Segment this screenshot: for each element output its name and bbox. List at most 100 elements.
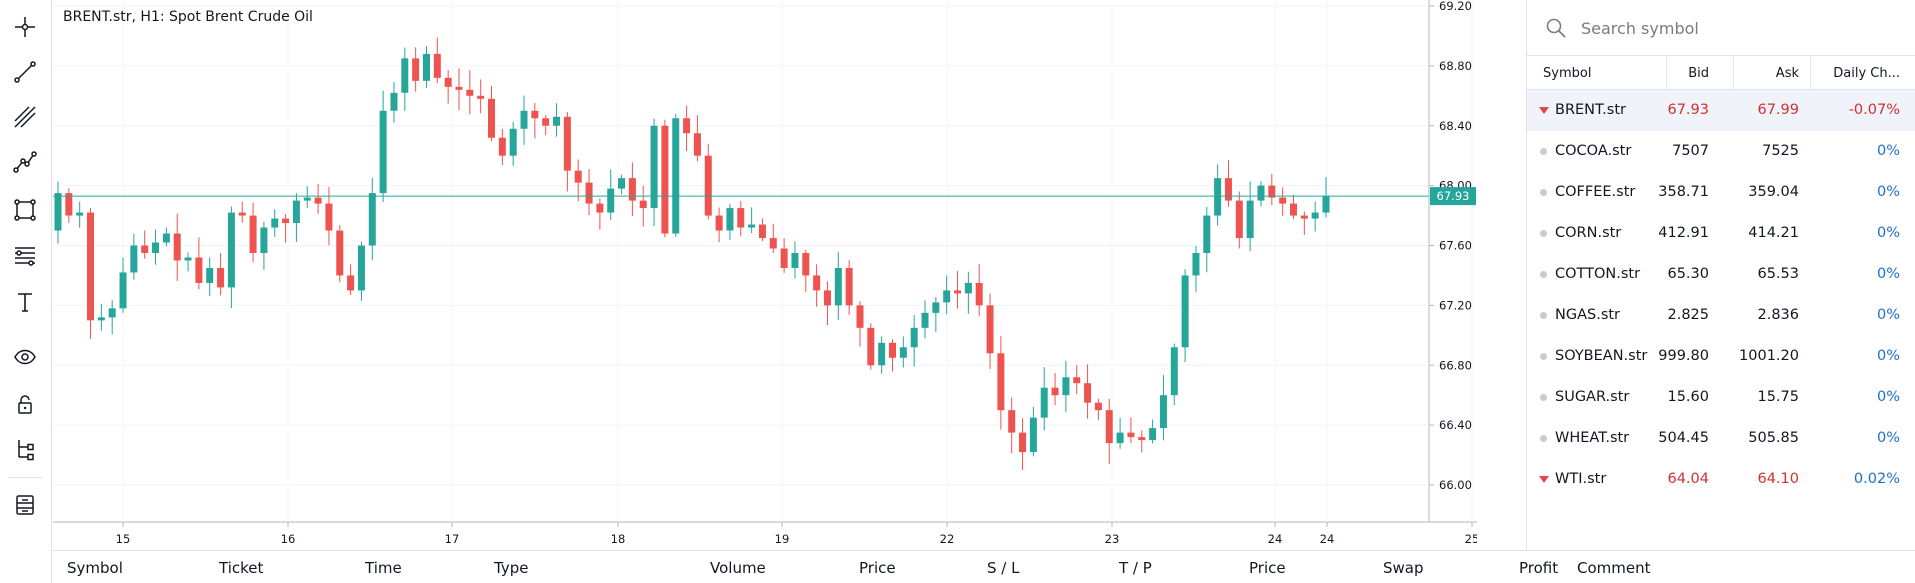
price-chart[interactable]: 69.20 68.80 68.40 68.00 67.60 67.20 66.80 66.40… [53,0,1477,550]
trend-flat-icon [1540,394,1547,401]
fib-levels-icon[interactable] [8,238,42,272]
trend-down-icon [1539,476,1549,483]
col-price[interactable]: Price [859,559,896,577]
watchlist-row[interactable]: WHEAT.str 504.45 505.85 0% [1527,418,1915,459]
layers-icon[interactable] [8,488,42,522]
candle [921,300,929,339]
candle [195,237,203,290]
col-swap[interactable]: Swap [1383,559,1424,577]
lock-icon[interactable] [8,387,42,421]
watchlist-row[interactable]: CORN.str 412.91 414.21 0% [1527,213,1915,254]
y-tick-label: 66.40 [1439,418,1472,432]
watchlist-row[interactable]: BRENT.str 67.93 67.99 -0.07% [1527,90,1915,131]
candle [574,159,582,202]
y-tick-label: 68.40 [1439,119,1472,133]
search-input[interactable] [1581,14,1881,42]
candle [206,257,214,296]
candle [1084,364,1092,419]
row-symbol: BRENT.str [1555,102,1626,118]
watchlist-row[interactable]: NGAS.str 2.825 2.836 0% [1527,295,1915,336]
header-symbol[interactable]: Symbol [1543,66,1592,81]
eye-icon[interactable] [8,340,42,374]
row-symbol: WTI.str [1555,471,1607,487]
trend-flat-icon [1540,435,1547,442]
candle [498,128,506,166]
candle [54,181,62,244]
watchlist-row[interactable]: COTTON.str 65.30 65.53 0% [1527,254,1915,295]
header-ask[interactable]: Ask [1775,66,1799,81]
watchlist-header: Symbol Bid Ask Daily Ch... [1527,56,1915,90]
candle [1138,430,1146,453]
candle [325,186,333,246]
col-stop-loss[interactable]: S / L [987,559,1020,577]
row-symbol: COCOA.str [1555,143,1632,159]
candle [1181,269,1189,363]
row-bid: 412.91 [1658,225,1709,241]
col-profit[interactable]: Profit [1519,559,1559,577]
row-daily-change: -0.07% [1848,102,1900,118]
row-ask: 67.99 [1757,102,1799,118]
col-type[interactable]: Type [494,559,529,577]
watchlist-row[interactable]: COCOA.str 7507 7525 0% [1527,131,1915,172]
price-axis[interactable] [1429,0,1477,522]
watchlist-row[interactable]: COFFEE.str 358.71 359.04 0% [1527,172,1915,213]
search-box[interactable] [1527,0,1915,56]
y-tick-label: 66.80 [1439,358,1472,372]
col-current-price[interactable]: Price [1249,559,1286,577]
watchlist-panel: Symbol Bid Ask Daily Ch... BRENT.str 67.9… [1526,0,1915,550]
candle [336,225,344,283]
parallel-channel-icon[interactable] [8,100,42,134]
trend-line-icon[interactable] [8,55,42,89]
candle [238,201,246,223]
polyline-icon[interactable] [8,145,42,179]
candle [802,249,810,293]
col-take-profit[interactable]: T / P [1119,559,1152,577]
candle [1094,398,1102,420]
candle [1311,201,1319,232]
row-bid: 358.71 [1658,184,1709,200]
header-bid[interactable]: Bid [1688,66,1709,81]
column-divider [1666,56,1667,90]
candle [282,214,290,243]
x-tick-label: 22 [940,532,955,546]
watchlist-row[interactable]: SOYBEAN.str 999.80 1001.20 0% [1527,336,1915,377]
candle [553,103,561,137]
col-comment[interactable]: Comment [1577,559,1651,577]
row-bid: 999.80 [1658,348,1709,364]
rectangle-icon[interactable] [8,193,42,227]
row-ask: 359.04 [1748,184,1799,200]
watchlist-row[interactable]: SUGAR.str 15.60 15.75 0% [1527,377,1915,418]
trend-flat-icon [1540,189,1547,196]
col-symbol[interactable]: Symbol [67,559,123,577]
candle [1062,360,1070,413]
header-daily-change[interactable]: Daily Ch... [1833,66,1900,81]
column-divider [1733,56,1734,90]
candle [509,121,517,166]
positions-header: Symbol Ticket Time Type Volume Price S /… [53,550,1915,583]
watchlist-row[interactable]: WTI.str 64.04 64.10 0.02% [1527,459,1915,500]
x-tick-label: 24 [1268,532,1283,546]
col-ticket[interactable]: Ticket [219,559,264,577]
candle [672,113,680,237]
candle [531,102,539,139]
column-divider [1810,56,1811,90]
candle [314,183,322,214]
object-tree-icon[interactable] [8,432,42,466]
candle [878,336,886,374]
text-icon[interactable] [8,285,42,319]
candle [1105,398,1113,464]
trend-flat-icon [1540,353,1547,360]
col-volume[interactable]: Volume [710,559,766,577]
crosshair-icon[interactable] [8,10,42,44]
row-symbol: COFFEE.str [1555,184,1636,200]
candle [715,207,723,243]
candle [271,209,279,237]
candle [152,229,160,265]
row-ask: 64.10 [1757,471,1799,487]
search-icon[interactable] [1545,17,1567,39]
candle [379,90,387,202]
candle [758,218,766,242]
row-ask: 2.836 [1757,307,1799,323]
chart-canvas[interactable]: 69.2068.8068.4068.0067.6067.2066.8066.40… [53,0,1477,550]
col-time[interactable]: Time [365,559,402,577]
